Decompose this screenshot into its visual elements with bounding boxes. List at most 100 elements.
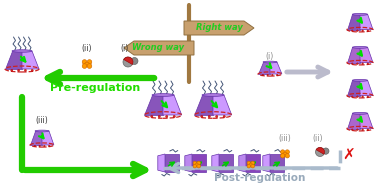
Circle shape bbox=[39, 145, 40, 147]
Circle shape bbox=[48, 145, 50, 147]
Circle shape bbox=[123, 57, 133, 67]
Circle shape bbox=[249, 163, 252, 167]
Text: (iii): (iii) bbox=[279, 133, 291, 143]
Circle shape bbox=[285, 150, 289, 154]
Text: Wrong way: Wrong way bbox=[132, 43, 184, 53]
Circle shape bbox=[85, 62, 89, 67]
Polygon shape bbox=[347, 14, 360, 30]
Circle shape bbox=[367, 63, 369, 64]
Circle shape bbox=[193, 164, 197, 168]
Circle shape bbox=[357, 96, 358, 98]
Polygon shape bbox=[347, 113, 360, 129]
Polygon shape bbox=[246, 154, 260, 172]
Text: Right way: Right way bbox=[196, 23, 243, 33]
Text: Post-regulation: Post-regulation bbox=[214, 173, 306, 183]
Text: ✗: ✗ bbox=[343, 147, 355, 163]
Ellipse shape bbox=[35, 130, 49, 132]
Polygon shape bbox=[239, 154, 246, 172]
Circle shape bbox=[31, 69, 33, 71]
Circle shape bbox=[151, 115, 153, 118]
Polygon shape bbox=[360, 80, 373, 96]
Circle shape bbox=[11, 69, 13, 71]
Circle shape bbox=[131, 57, 138, 64]
Ellipse shape bbox=[152, 94, 174, 96]
Circle shape bbox=[367, 129, 369, 130]
Polygon shape bbox=[30, 131, 42, 145]
Polygon shape bbox=[124, 41, 194, 55]
Circle shape bbox=[201, 115, 203, 118]
Circle shape bbox=[18, 69, 19, 71]
Polygon shape bbox=[185, 154, 192, 172]
Circle shape bbox=[158, 115, 160, 118]
Circle shape bbox=[195, 163, 199, 167]
Circle shape bbox=[34, 145, 36, 147]
Circle shape bbox=[267, 74, 268, 76]
Circle shape bbox=[87, 60, 92, 64]
Ellipse shape bbox=[352, 79, 368, 81]
Text: (iii): (iii) bbox=[36, 115, 48, 125]
Polygon shape bbox=[219, 154, 233, 172]
Text: (i): (i) bbox=[121, 43, 129, 53]
Circle shape bbox=[357, 129, 358, 130]
Circle shape bbox=[357, 30, 358, 32]
Circle shape bbox=[352, 30, 353, 32]
Circle shape bbox=[367, 30, 369, 32]
Polygon shape bbox=[212, 154, 219, 172]
Polygon shape bbox=[158, 154, 165, 172]
Ellipse shape bbox=[352, 46, 368, 48]
Polygon shape bbox=[360, 47, 373, 63]
Polygon shape bbox=[213, 95, 232, 115]
Circle shape bbox=[24, 69, 27, 71]
Circle shape bbox=[82, 64, 87, 68]
Circle shape bbox=[283, 152, 287, 156]
Polygon shape bbox=[5, 51, 22, 69]
Polygon shape bbox=[270, 154, 284, 172]
Ellipse shape bbox=[12, 50, 32, 52]
Text: Pre-regulation: Pre-regulation bbox=[50, 83, 140, 93]
Circle shape bbox=[247, 161, 251, 165]
Text: (ii): (ii) bbox=[82, 43, 92, 53]
Circle shape bbox=[362, 129, 364, 130]
Circle shape bbox=[323, 148, 329, 154]
Text: (i): (i) bbox=[266, 51, 274, 60]
Circle shape bbox=[216, 115, 218, 118]
Circle shape bbox=[352, 63, 353, 64]
Circle shape bbox=[247, 164, 251, 168]
Polygon shape bbox=[22, 51, 39, 69]
Circle shape bbox=[87, 64, 92, 68]
Circle shape bbox=[362, 30, 364, 32]
Polygon shape bbox=[144, 95, 163, 115]
Circle shape bbox=[82, 60, 87, 64]
Polygon shape bbox=[184, 21, 254, 35]
Polygon shape bbox=[42, 131, 54, 145]
Circle shape bbox=[316, 147, 325, 156]
Circle shape bbox=[280, 150, 285, 154]
Polygon shape bbox=[192, 154, 206, 172]
Circle shape bbox=[352, 96, 353, 98]
Polygon shape bbox=[360, 113, 373, 129]
Polygon shape bbox=[194, 95, 213, 115]
Circle shape bbox=[357, 63, 358, 64]
Circle shape bbox=[44, 145, 45, 147]
Circle shape bbox=[193, 161, 197, 165]
Polygon shape bbox=[258, 62, 270, 74]
Circle shape bbox=[367, 96, 369, 98]
Polygon shape bbox=[163, 95, 182, 115]
Wedge shape bbox=[316, 147, 325, 154]
Polygon shape bbox=[360, 14, 373, 30]
Ellipse shape bbox=[352, 112, 368, 114]
Wedge shape bbox=[124, 57, 133, 64]
Polygon shape bbox=[347, 80, 360, 96]
Ellipse shape bbox=[352, 13, 368, 15]
Circle shape bbox=[208, 115, 211, 118]
Circle shape bbox=[272, 74, 273, 76]
Text: (ii): (ii) bbox=[313, 133, 323, 143]
Polygon shape bbox=[270, 62, 282, 74]
Polygon shape bbox=[347, 47, 360, 63]
Circle shape bbox=[285, 154, 289, 158]
Polygon shape bbox=[165, 154, 180, 172]
Ellipse shape bbox=[263, 61, 277, 63]
Circle shape bbox=[352, 129, 353, 130]
Circle shape bbox=[251, 164, 255, 168]
Circle shape bbox=[223, 115, 226, 118]
